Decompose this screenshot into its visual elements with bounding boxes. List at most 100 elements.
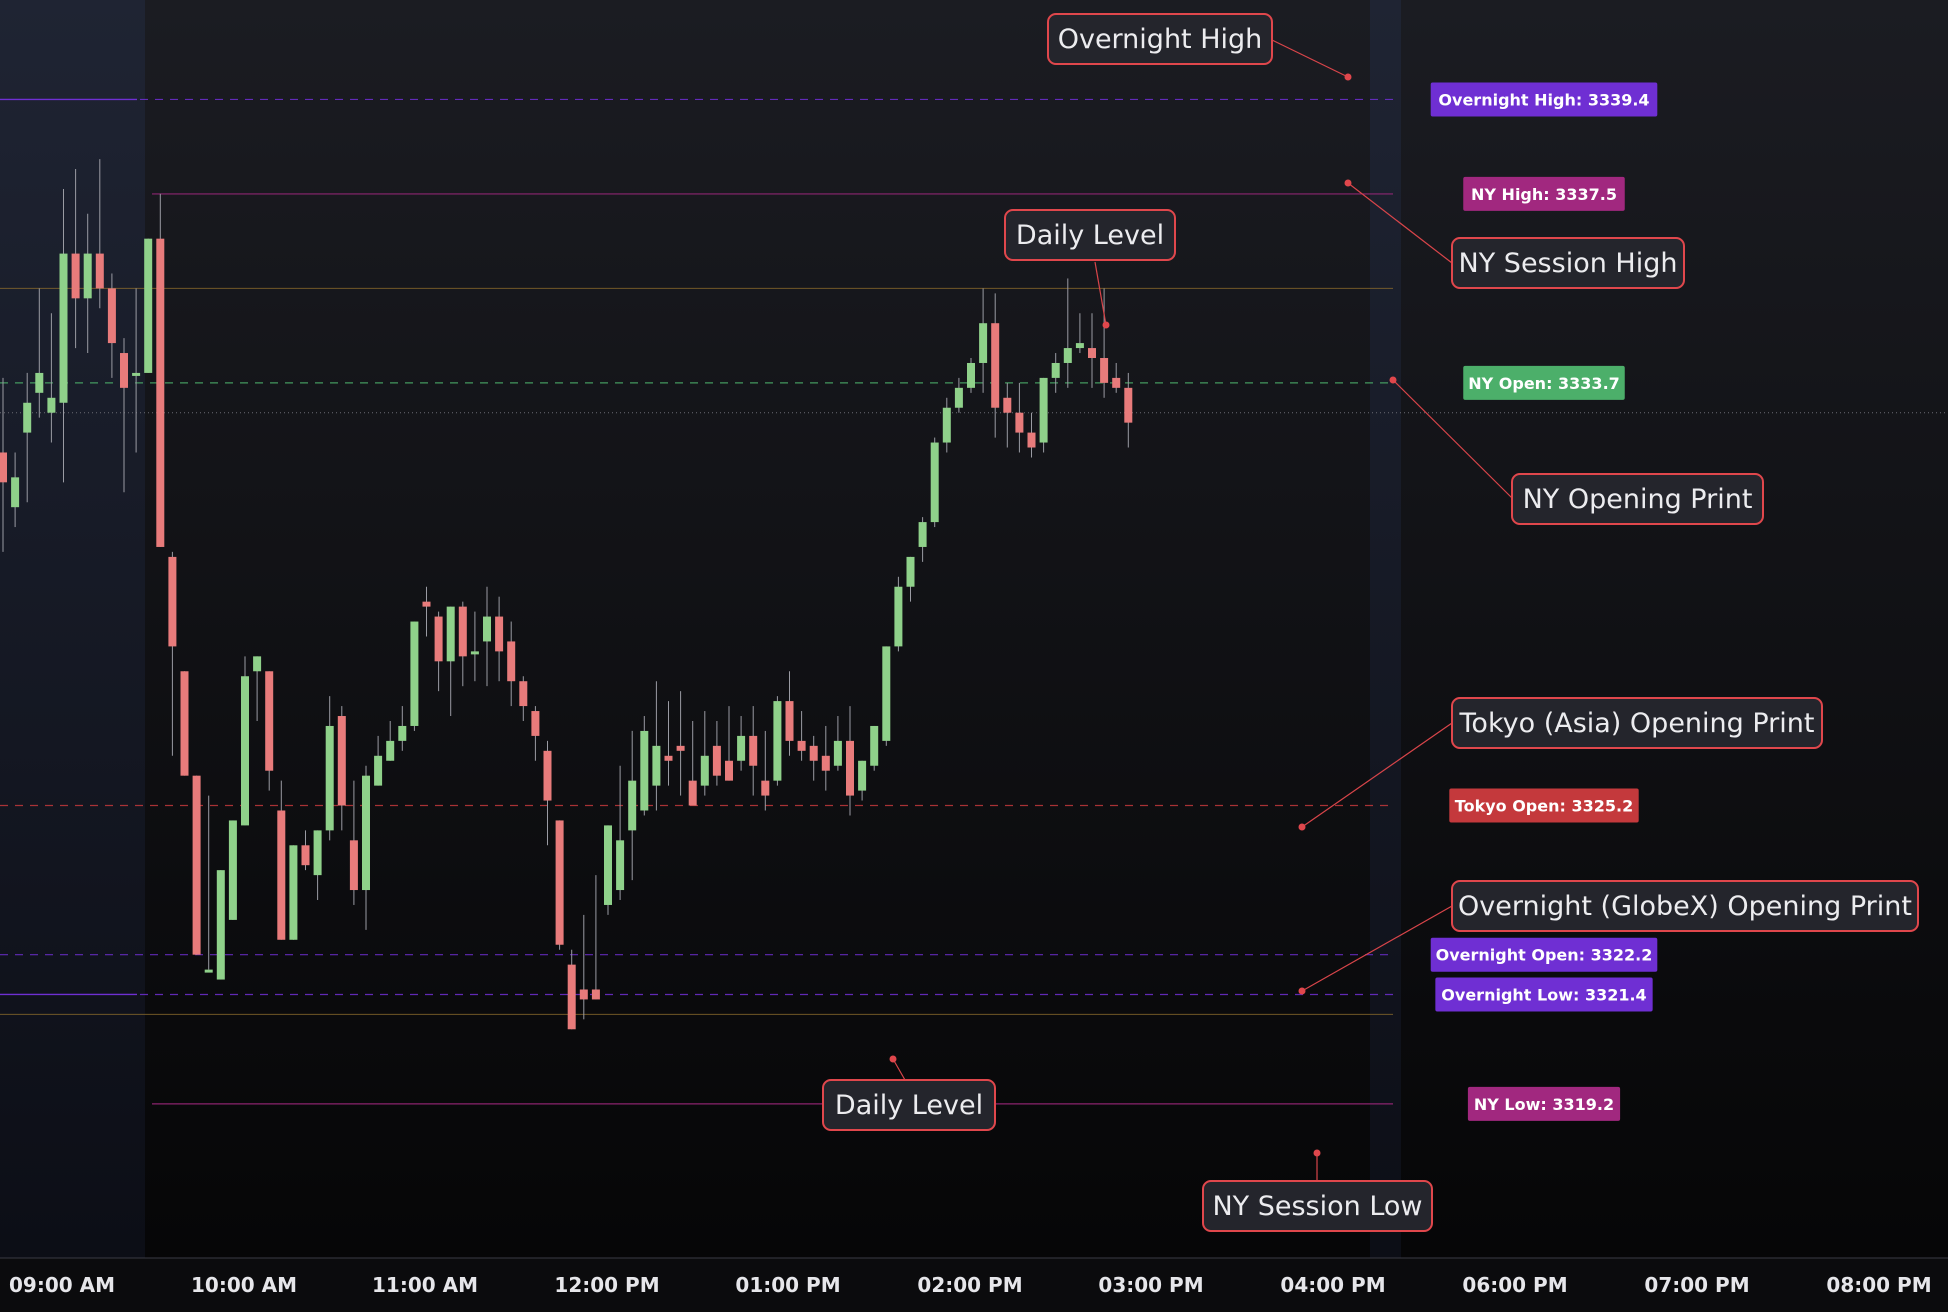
candle-body xyxy=(543,750,552,801)
annotation-box-overnight_high xyxy=(1047,13,1273,65)
candle-body xyxy=(349,840,358,891)
price-tag-label-tokyo_open: Tokyo Open: 3325.2 xyxy=(1455,797,1633,816)
annotation-anchor-dot-ny_session_high xyxy=(1344,179,1352,187)
annotation-leader-overnight_high xyxy=(1271,39,1349,78)
annotation-label-daily_level_top: Daily Level xyxy=(1016,220,1164,251)
time-axis-tick-label: 10:00 AM xyxy=(191,1273,297,1297)
time-axis-tick-label: 01:00 PM xyxy=(735,1273,840,1297)
candle-body xyxy=(23,402,32,433)
price-tag-label-overnight_low: Overnight Low: 3321.4 xyxy=(1441,985,1646,1004)
time-axis-tick-label: 09:00 AM xyxy=(9,1273,115,1297)
candle-body xyxy=(483,616,491,642)
annotation-leader-daily_level_top xyxy=(1094,261,1107,326)
time-axis-tick-label: 07:00 PM xyxy=(1644,1273,1749,1297)
candle-body xyxy=(325,725,334,831)
candle-body xyxy=(652,745,661,786)
candle-body xyxy=(120,353,128,388)
candle-body xyxy=(700,755,709,786)
candle-body xyxy=(265,671,274,771)
candle-body xyxy=(107,288,116,344)
candle-body xyxy=(362,775,370,891)
candle-body xyxy=(216,870,225,980)
annotation-box-tokyo_opening_print xyxy=(1451,697,1823,749)
annotation-label-overnight_high: Overnight High xyxy=(1058,24,1263,55)
annotation-leader-tokyo_opening_print xyxy=(1301,722,1453,828)
price-tag-ny_low xyxy=(1467,1086,1621,1121)
candle-body xyxy=(688,780,697,806)
candle-body xyxy=(1039,377,1048,443)
price-tags: Overnight High: 3339.4 NY High: 3337.5 NY … xyxy=(1430,82,1658,1121)
annotation-anchor-dot-daily_level_bottom xyxy=(889,1055,897,1063)
candle-body xyxy=(192,775,201,955)
candles xyxy=(0,159,1133,1030)
price-tag-ny_open xyxy=(1463,365,1625,400)
annotation-label-overnight_opening_print: Overnight (GlobeX) Opening Print xyxy=(1458,891,1912,922)
candle-body xyxy=(676,745,685,751)
candle-body xyxy=(47,397,56,413)
annotation-anchor-dot-tokyo_opening_print xyxy=(1298,823,1306,831)
candle-body xyxy=(640,730,649,811)
candle-body xyxy=(1051,362,1060,378)
candle-body xyxy=(555,820,564,945)
postmarket-shade xyxy=(1370,0,1401,1258)
annotation-anchor-dot-overnight_opening_print xyxy=(1298,987,1306,995)
price-tag-label-ny_low: NY Low: 3319.2 xyxy=(1474,1095,1614,1114)
candle-body xyxy=(1088,348,1096,359)
candle-body xyxy=(507,641,516,682)
candle-body xyxy=(616,840,625,891)
candle-body xyxy=(761,780,770,796)
candle-body xyxy=(410,621,419,726)
price-tag-overnight_high xyxy=(1430,82,1658,117)
annotations: Overnight High Daily Level NY Session High… xyxy=(822,13,1919,1232)
candle-body xyxy=(180,671,189,776)
annotation-anchor-dot-overnight_high xyxy=(1344,73,1352,81)
candle-body xyxy=(422,601,431,607)
candle-body xyxy=(156,238,165,547)
annotation-leader-ny_session_high xyxy=(1347,182,1453,264)
time-axis-tick-label: 08:00 PM xyxy=(1826,1273,1931,1297)
annotation-leader-daily_level_bottom xyxy=(892,1058,906,1081)
candle-body xyxy=(0,452,7,483)
candle-body xyxy=(204,969,213,973)
candle-body xyxy=(712,745,721,776)
candle-body xyxy=(942,407,951,443)
candle-body xyxy=(313,830,322,876)
candle-body xyxy=(446,606,455,662)
annotation-label-ny_session_low: NY Session Low xyxy=(1212,1191,1422,1222)
premarket-shade xyxy=(0,0,145,1258)
candle-body xyxy=(833,740,842,766)
annotation-box-ny_opening_print xyxy=(1511,473,1764,525)
candle-body xyxy=(495,616,504,652)
candle-body xyxy=(785,701,794,741)
annotation-label-ny_opening_print: NY Opening Print xyxy=(1523,484,1753,515)
candle-body xyxy=(725,760,733,781)
candle-body xyxy=(967,362,975,388)
time-axis-tick-label: 02:00 PM xyxy=(917,1273,1022,1297)
candle-body xyxy=(398,725,407,741)
price-tag-tokyo_open xyxy=(1449,788,1639,823)
candle-body xyxy=(95,253,104,289)
candle-body xyxy=(470,651,479,655)
price-tag-label-overnight_open: Overnight Open: 3322.2 xyxy=(1436,946,1653,965)
annotation-box-ny_session_low xyxy=(1202,1180,1433,1232)
candle-body xyxy=(809,745,818,761)
candle-body xyxy=(737,735,746,761)
candle-body xyxy=(567,964,576,1030)
candle-body xyxy=(228,820,237,920)
candle-body xyxy=(168,556,177,647)
candle-body xyxy=(1124,387,1133,423)
price-tag-ny_high xyxy=(1463,176,1625,211)
annotation-box-ny_session_high xyxy=(1451,237,1685,289)
candle-body xyxy=(1027,432,1036,448)
time-axis-background xyxy=(0,1258,1948,1308)
candle-body xyxy=(1100,358,1109,383)
candle-body xyxy=(277,810,286,940)
candle-body xyxy=(1015,412,1024,433)
candle-body xyxy=(35,372,44,393)
candle-body xyxy=(991,323,1000,408)
time-axis-tick-label: 04:00 PM xyxy=(1280,1273,1385,1297)
annotation-box-daily_level_bottom xyxy=(822,1079,996,1131)
time-axis-tick-label: 06:00 PM xyxy=(1462,1273,1567,1297)
